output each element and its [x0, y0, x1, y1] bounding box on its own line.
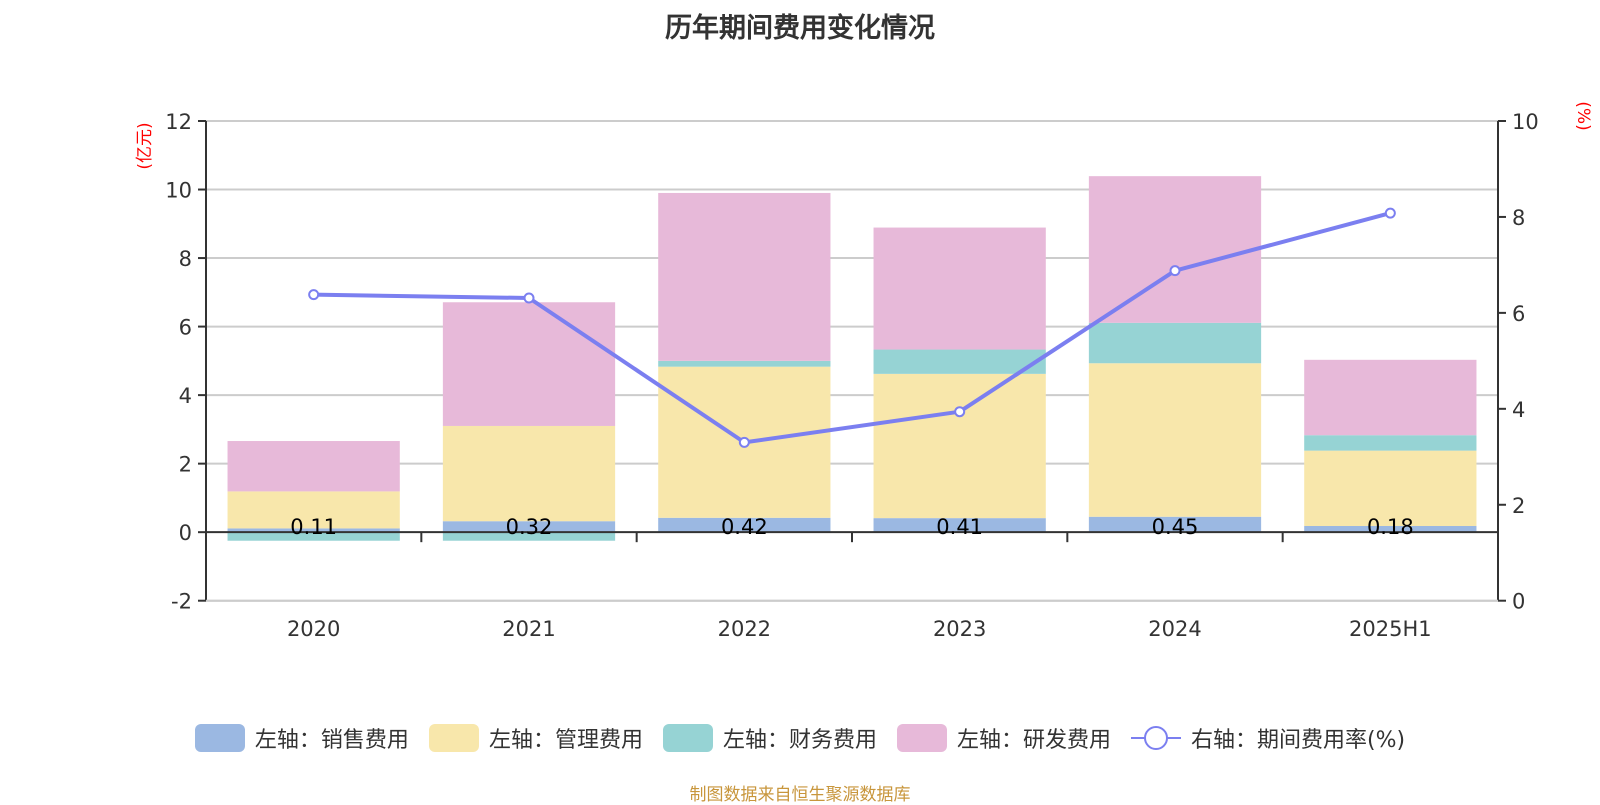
bar-data-label: 0.45 [1152, 515, 1199, 539]
bar-labels: 0.11 0.32 0.42 0.41 0.45 0.18 [290, 515, 1413, 539]
left-axis-tick-label: 12 [165, 110, 192, 134]
legend-item-rnd[interactable]: 左轴：研发费用 [896, 722, 1111, 754]
left-axis-tick-label: 8 [179, 247, 192, 271]
left-axis-tick-label: 0 [179, 521, 192, 545]
line-marker-icon [1130, 724, 1181, 752]
color-swatch-icon [896, 724, 947, 752]
data-source-note: 制图数据来自恒生聚源数据库 [689, 785, 911, 805]
rate-point [523, 292, 535, 304]
x-axis-tick-label: 2020 [287, 617, 340, 641]
bar-segment-admin [442, 425, 616, 522]
bar-segment-admin [873, 373, 1046, 519]
left-axis-tick-label: 4 [179, 384, 192, 408]
x-axis-tick-label: 2022 [718, 617, 771, 641]
bar-data-label: 0.11 [290, 515, 337, 539]
bar-segment-admin [1304, 450, 1477, 527]
bar-segment-sales [1304, 526, 1477, 533]
bar-segment-finance [873, 349, 1046, 374]
bar-segment-sales [442, 521, 616, 533]
bar-data-label: 0.42 [721, 515, 768, 539]
rate-line-path [313, 211, 1391, 445]
bar-segment-sales [658, 517, 831, 533]
chart-title: 历年期间费用变化情况 [665, 13, 935, 44]
bars [227, 176, 1477, 541]
bar-segment-rnd [227, 441, 400, 492]
bar-segment-sales [1088, 516, 1262, 533]
axes: -2 0 2 4 6 8 10 12 0 2 4 6 8 10 2020 2021 2022 2023 2024 20… [165, 110, 1538, 641]
left-axis-tick-label: 10 [165, 179, 192, 203]
left-axis-tick-label: -2 [171, 590, 192, 614]
bar-data-label: 0.32 [506, 515, 553, 539]
rate-line [308, 207, 1396, 448]
left-axis-tick-label: 6 [179, 316, 192, 340]
rate-point [308, 289, 320, 301]
x-axis-tick-label: 2021 [502, 617, 555, 641]
left-axis-unit: (亿元) [135, 122, 155, 169]
right-axis-tick-label: 4 [1512, 398, 1525, 422]
legend-label: 左轴：管理费用 [488, 728, 643, 753]
bar-segment-rnd [658, 192, 831, 361]
bar-segment-finance [1088, 322, 1262, 364]
legend-item-sales[interactable]: 左轴：销售费用 [194, 722, 409, 754]
bar-data-label: 0.18 [1367, 515, 1414, 539]
legend-item-finance[interactable]: 左轴：财务费用 [662, 722, 877, 754]
bar-segment-finance [1304, 435, 1477, 451]
right-axis-tick-label: 0 [1512, 590, 1525, 614]
legend-item-rate[interactable]: 右轴：期间费用率(%) [1130, 722, 1406, 754]
bar-segment-rnd [442, 302, 616, 426]
x-axis-tick-label: 2023 [933, 617, 986, 641]
rate-point [738, 436, 750, 448]
bar-segment-admin [227, 491, 400, 529]
rate-point [1384, 207, 1396, 219]
x-axis-tick-label: 2025H1 [1349, 617, 1432, 641]
bar-segment-finance [658, 360, 831, 367]
legend-label: 右轴：期间费用率(%) [1190, 728, 1406, 753]
bar-data-label: 0.41 [936, 515, 983, 539]
bar-segment-sales [873, 518, 1046, 533]
legend-label: 左轴：财务费用 [722, 728, 877, 753]
left-axis-tick-label: 2 [179, 453, 192, 477]
legend: 左轴：销售费用 左轴：管理费用 左轴：财务费用 左轴：研发费用 右轴：期间费用率(%) [0, 722, 1600, 754]
color-swatch-icon [194, 724, 245, 752]
rate-point [1169, 265, 1181, 277]
bar-segment-rnd [1088, 176, 1262, 323]
bar-segment-rnd [1304, 359, 1477, 436]
rate-point [954, 406, 966, 418]
color-swatch-icon [428, 724, 479, 752]
right-axis-tick-label: 6 [1512, 302, 1525, 326]
legend-label: 左轴：研发费用 [956, 728, 1111, 753]
x-axis-tick-label: 2024 [1148, 617, 1201, 641]
bar-segment-finance [227, 532, 400, 541]
right-axis-tick-label: 10 [1512, 110, 1539, 134]
legend-item-admin[interactable]: 左轴：管理费用 [428, 722, 643, 754]
bar-segment-rnd [873, 227, 1046, 350]
right-axis-tick-label: 2 [1512, 494, 1525, 518]
right-axis-tick-label: 8 [1512, 206, 1525, 230]
bar-segment-finance [442, 532, 616, 541]
right-axis-unit: (%) [1573, 101, 1593, 130]
color-swatch-icon [662, 724, 713, 752]
legend-label: 左轴：销售费用 [254, 728, 409, 753]
bar-segment-admin [1088, 363, 1262, 517]
bar-segment-sales [227, 528, 400, 533]
